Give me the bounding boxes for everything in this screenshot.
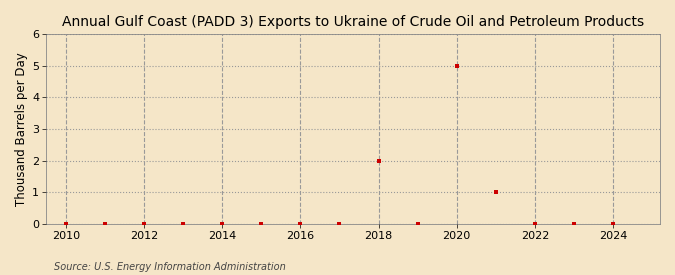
Y-axis label: Thousand Barrels per Day: Thousand Barrels per Day (15, 52, 28, 206)
Text: Source: U.S. Energy Information Administration: Source: U.S. Energy Information Administ… (54, 262, 286, 272)
Title: Annual Gulf Coast (PADD 3) Exports to Ukraine of Crude Oil and Petroleum Product: Annual Gulf Coast (PADD 3) Exports to Uk… (62, 15, 644, 29)
